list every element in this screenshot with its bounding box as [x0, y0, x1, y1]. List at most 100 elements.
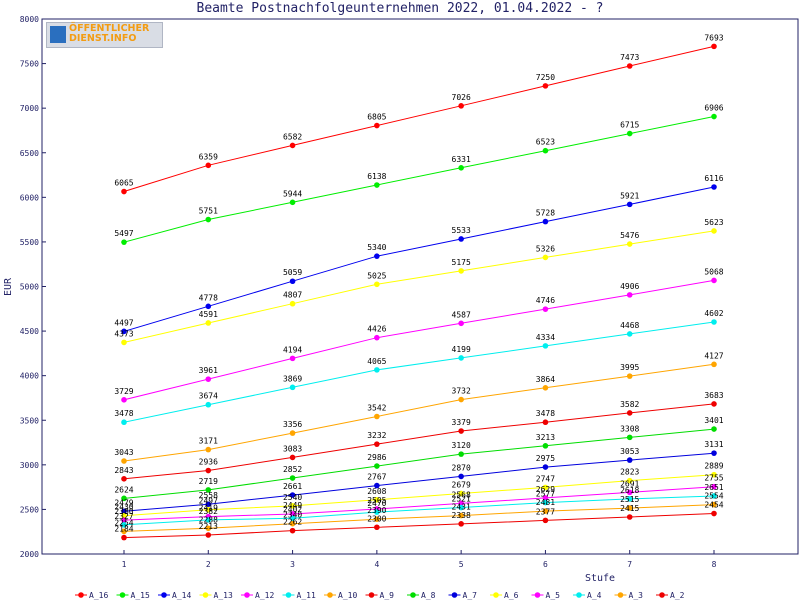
- data-label: 3478: [114, 409, 133, 418]
- data-point: [205, 487, 212, 493]
- data-point: [289, 503, 296, 509]
- legend-item-A_13: A_13: [199, 591, 233, 600]
- data-label: 2340: [283, 511, 302, 520]
- legend-item-A_14: A_14: [158, 591, 191, 600]
- data-label: 2479: [114, 498, 133, 507]
- legend-swatch-marker: [78, 592, 84, 598]
- data-label: 3053: [620, 447, 639, 456]
- legend-label: A_7: [463, 591, 478, 600]
- data-point: [542, 147, 549, 154]
- legend-label: A_6: [504, 591, 519, 600]
- data-label: 2986: [367, 453, 386, 462]
- data-point: [205, 303, 212, 310]
- data-label: 5068: [704, 267, 723, 276]
- legend-swatch-marker: [161, 592, 167, 598]
- data-point: [711, 43, 717, 50]
- data-point: [542, 484, 549, 491]
- data-point: [374, 482, 380, 489]
- legend-item-A_16: A_16: [75, 591, 108, 600]
- data-point: [711, 184, 717, 190]
- data-label: 2505: [367, 496, 386, 505]
- legend-swatch-marker: [617, 592, 624, 598]
- data-label: 5326: [536, 244, 555, 253]
- data-label: 6523: [536, 138, 555, 147]
- data-point: [374, 496, 380, 503]
- data-label: 4065: [367, 357, 386, 366]
- data-point: [711, 501, 717, 508]
- legend-item-A_10: A_10: [324, 591, 357, 600]
- data-point: [711, 228, 717, 234]
- series-line: [123, 403, 715, 480]
- data-label: 3232: [367, 431, 386, 440]
- y-tick-label: 5500: [20, 238, 39, 247]
- data-label: 3379: [452, 418, 471, 427]
- data-label: 6331: [452, 155, 471, 164]
- legend-item-A_12: A_12: [241, 591, 274, 600]
- x-tick-label: 5: [459, 560, 464, 569]
- data-point: [458, 103, 464, 109]
- series-A_14: [121, 184, 717, 335]
- data-point: [121, 419, 127, 426]
- legend-item-A_9: A_9: [365, 591, 394, 600]
- data-label: 2823: [620, 468, 639, 477]
- data-point: [121, 458, 127, 464]
- data-label: 3120: [452, 441, 471, 450]
- y-tick-label: 2000: [20, 550, 39, 559]
- data-point: [711, 471, 717, 478]
- data-label: 2618: [620, 486, 639, 495]
- series-line: [123, 363, 715, 462]
- data-label: 4602: [704, 309, 723, 318]
- data-point: [289, 278, 296, 285]
- legend-label: A_3: [629, 591, 644, 600]
- data-point: [458, 504, 464, 511]
- data-label: 2767: [367, 473, 386, 482]
- series-line: [123, 279, 715, 401]
- series-line: [123, 116, 715, 243]
- data-point: [542, 495, 549, 501]
- data-label: 2852: [283, 465, 302, 474]
- data-label: 6359: [199, 152, 218, 161]
- data-label: 6582: [283, 132, 302, 141]
- data-label: 2338: [452, 511, 471, 520]
- data-label: 2382: [199, 507, 218, 516]
- data-label: 2568: [452, 490, 471, 499]
- data-point: [626, 477, 633, 484]
- data-point: [205, 525, 212, 532]
- data-label: 2515: [620, 495, 639, 504]
- data-point: [374, 516, 380, 523]
- data-label: 5533: [452, 226, 471, 235]
- data-label: 5921: [620, 191, 639, 200]
- legend-item-A_5: A_5: [531, 591, 560, 600]
- data-label: 2975: [536, 454, 555, 463]
- data-point: [458, 268, 464, 274]
- data-label: 6805: [367, 113, 386, 122]
- y-tick-label: 2500: [20, 505, 39, 514]
- data-label: 4194: [283, 345, 302, 354]
- data-point: [626, 496, 633, 502]
- legend-label: A_10: [338, 591, 357, 600]
- data-label: 2419: [199, 504, 218, 513]
- data-label: 5944: [283, 189, 302, 198]
- legend-item-A_6: A_6: [490, 591, 519, 600]
- data-label: 4497: [114, 318, 133, 327]
- data-label: 2213: [199, 522, 218, 531]
- data-point: [542, 517, 549, 524]
- series-A_15: [121, 113, 717, 245]
- data-point: [458, 500, 464, 507]
- data-point: [458, 473, 464, 480]
- data-label: 2554: [704, 492, 723, 501]
- data-point: [121, 512, 127, 519]
- data-point: [121, 476, 127, 482]
- data-label: 4591: [199, 310, 218, 319]
- data-point: [711, 450, 717, 456]
- legend-item-A_8: A_8: [407, 591, 436, 600]
- data-label: 4468: [620, 321, 639, 330]
- series-line: [123, 474, 715, 517]
- data-point: [121, 522, 127, 528]
- data-point: [542, 218, 549, 225]
- legend-label: A_2: [670, 591, 685, 600]
- data-label: 4807: [283, 291, 302, 300]
- data-point: [374, 334, 380, 341]
- data-point: [626, 241, 633, 247]
- y-tick-label: 4500: [20, 327, 39, 336]
